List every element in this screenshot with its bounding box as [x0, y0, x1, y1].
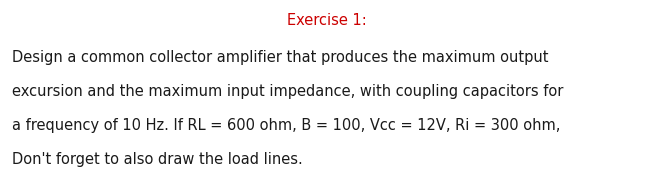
- Text: a frequency of 10 Hz. If RL = 600 ohm, B = 100, Vcc = 12V, Ri = 300 ohm,: a frequency of 10 Hz. If RL = 600 ohm, B…: [12, 118, 560, 133]
- Text: Don't forget to also draw the load lines.: Don't forget to also draw the load lines…: [12, 152, 303, 167]
- Text: Design a common collector amplifier that produces the maximum output: Design a common collector amplifier that…: [12, 50, 548, 65]
- Text: Exercise 1:: Exercise 1:: [287, 13, 367, 28]
- Text: excursion and the maximum input impedance, with coupling capacitors for: excursion and the maximum input impedanc…: [12, 84, 563, 99]
